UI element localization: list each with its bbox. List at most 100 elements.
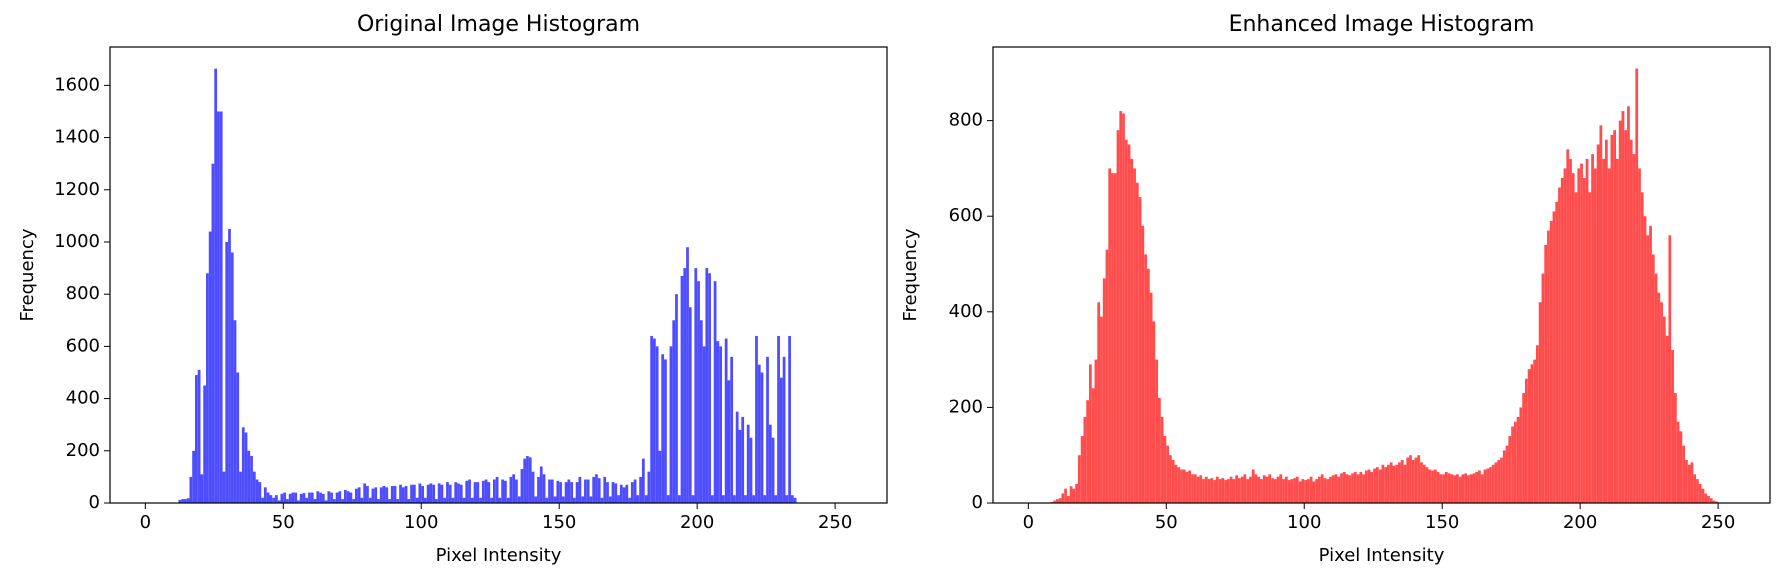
- bar: [1500, 457, 1503, 503]
- bar: [459, 484, 463, 503]
- bar: [261, 497, 264, 503]
- bar: [1097, 302, 1101, 503]
- bar: [346, 491, 350, 503]
- bar: [1530, 364, 1534, 503]
- bar: [1221, 478, 1225, 503]
- bar: [1563, 168, 1567, 503]
- bar: [1146, 268, 1150, 503]
- bar: [1544, 244, 1548, 504]
- bar: [401, 487, 405, 503]
- bar: [465, 480, 469, 503]
- bar: [1378, 469, 1382, 503]
- bar: [1276, 476, 1280, 503]
- y-tick-label: 200: [949, 396, 983, 417]
- bar: [1108, 168, 1112, 503]
- bar: [1558, 187, 1561, 503]
- bar: [341, 499, 344, 503]
- bar: [214, 68, 218, 504]
- bar: [777, 335, 780, 503]
- bar: [1693, 474, 1697, 503]
- bar: [763, 495, 767, 503]
- bar: [1629, 139, 1633, 503]
- bar: [1058, 498, 1062, 503]
- bar: [1464, 473, 1468, 503]
- bar: [526, 456, 529, 503]
- bar: [255, 479, 259, 503]
- bar: [589, 496, 593, 503]
- bar: [470, 497, 474, 503]
- bar: [1646, 235, 1650, 504]
- bar: [269, 495, 273, 503]
- bar: [211, 163, 215, 503]
- bar: [755, 335, 758, 503]
- bar: [592, 476, 596, 503]
- bar: [647, 471, 651, 503]
- bar: [658, 450, 662, 503]
- bar: [1158, 397, 1161, 503]
- bar: [1094, 359, 1098, 503]
- bar: [1177, 467, 1181, 503]
- bar: [1182, 469, 1186, 503]
- bar: [1218, 479, 1222, 503]
- y-tick-label: 800: [949, 110, 983, 131]
- bar: [661, 354, 665, 503]
- bar: [1091, 388, 1095, 503]
- bar: [388, 499, 391, 503]
- bar: [1238, 478, 1241, 503]
- x-tick-label: 50: [272, 512, 295, 533]
- bar: [1122, 113, 1125, 504]
- bar: [727, 380, 731, 503]
- x-axis-label: Pixel Intensity: [436, 545, 562, 566]
- bar: [564, 482, 568, 503]
- bar: [399, 484, 402, 503]
- bar: [586, 479, 590, 503]
- bar: [1447, 473, 1451, 503]
- bar: [343, 489, 347, 503]
- bar: [462, 497, 466, 503]
- bar: [721, 495, 725, 503]
- bar: [1089, 364, 1092, 503]
- bar: [349, 492, 353, 503]
- bar: [639, 476, 642, 503]
- bar: [531, 471, 535, 503]
- bar: [1398, 462, 1401, 503]
- bar: [1113, 173, 1117, 504]
- bar: [1591, 154, 1594, 503]
- bar: [332, 499, 336, 503]
- bar: [1618, 120, 1622, 504]
- bar: [1593, 168, 1597, 503]
- bar: [1279, 474, 1283, 503]
- bar: [498, 497, 502, 503]
- bar: [1585, 158, 1589, 503]
- bar: [1180, 469, 1183, 503]
- bar: [410, 484, 413, 503]
- bar: [305, 497, 309, 503]
- bar: [1516, 416, 1520, 503]
- bar: [603, 476, 607, 503]
- bar: [1400, 459, 1404, 503]
- bar: [1204, 476, 1208, 503]
- bar: [556, 480, 560, 503]
- bar: [1624, 130, 1628, 504]
- bar: [677, 495, 681, 503]
- bar: [1638, 168, 1641, 503]
- bar: [1353, 471, 1357, 503]
- bar: [506, 497, 510, 503]
- bar: [316, 491, 320, 503]
- y-tick-label: 400: [66, 388, 100, 409]
- bar: [581, 496, 585, 503]
- bar: [774, 495, 778, 503]
- bar: [310, 492, 314, 503]
- bar: [1409, 455, 1412, 503]
- bar: [1295, 476, 1299, 503]
- bar: [790, 495, 794, 503]
- y-tick-label: 1000: [54, 231, 100, 252]
- bar: [437, 483, 441, 503]
- bar: [1560, 177, 1564, 503]
- bar: [686, 247, 689, 503]
- bar: [385, 487, 389, 503]
- bar: [1455, 474, 1459, 503]
- bar: [1389, 462, 1393, 503]
- bar: [1323, 478, 1327, 503]
- bar: [1580, 163, 1583, 503]
